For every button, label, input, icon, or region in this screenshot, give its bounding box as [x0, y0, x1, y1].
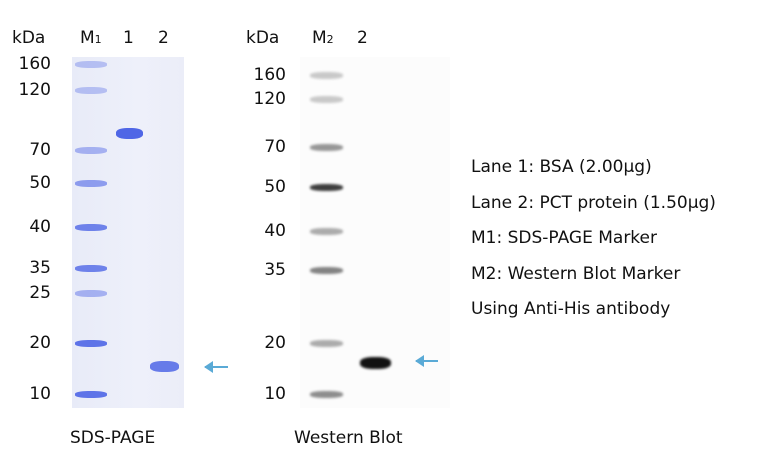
- wb-marker-band: [310, 144, 343, 151]
- sds-marker-band: [75, 391, 107, 398]
- lane-2-band: [150, 361, 179, 372]
- wb-marker-band: [310, 267, 343, 274]
- legend-line: Lane 1: BSA (2.00μg): [471, 157, 652, 177]
- marker-letter: M: [80, 28, 95, 48]
- wb-marker-band: [310, 391, 343, 398]
- sds-marker-band: [75, 61, 107, 68]
- legend: Lane 1: BSA (2.00μg) Lane 2: PCT protein…: [471, 150, 716, 328]
- wb-marker-lane-label: M2: [312, 28, 334, 48]
- wb-marker-band: [310, 228, 343, 235]
- wb-marker-band: [310, 96, 343, 103]
- wb-mw-label: 70: [264, 137, 286, 157]
- sds-mw-label: 70: [29, 140, 51, 160]
- wb-caption: Western Blot: [294, 428, 403, 448]
- sds-mw-label: 25: [29, 283, 51, 303]
- lane-1-band: [116, 128, 143, 139]
- sds-mw-label: 160: [18, 54, 51, 74]
- sds-marker-lane-label: M1: [80, 28, 102, 48]
- wb-mw-label: 40: [264, 221, 286, 241]
- wb-blot-image: [300, 57, 450, 408]
- sds-marker-band: [75, 147, 107, 154]
- marker-letter: M: [312, 28, 327, 48]
- sds-mw-label: 120: [18, 80, 51, 100]
- marker-subscript: 1: [94, 33, 102, 46]
- wb-marker-band: [310, 72, 343, 79]
- wb-lane-2-band: [360, 357, 391, 369]
- wb-arrow-icon: [415, 355, 438, 367]
- legend-line: Using Anti-His antibody: [471, 299, 671, 319]
- wb-mw-label: 35: [264, 260, 286, 280]
- legend-line: M1: SDS-PAGE Marker: [471, 228, 657, 248]
- marker-subscript: 2: [326, 33, 334, 46]
- wb-marker-band: [310, 184, 343, 191]
- sds-gel-image: [72, 57, 184, 408]
- wb-kda-label: kDa: [246, 28, 280, 48]
- legend-line: M2: Western Blot Marker: [471, 263, 681, 284]
- sds-arrow-icon: [204, 361, 228, 373]
- sds-marker-band: [75, 265, 107, 272]
- sds-mw-label: 10: [29, 384, 51, 404]
- wb-lane-2-label: 2: [357, 28, 368, 48]
- sds-marker-band: [75, 290, 107, 297]
- sds-mw-label: 50: [29, 173, 51, 193]
- wb-mw-label: 20: [264, 333, 286, 353]
- wb-marker-band: [310, 340, 343, 347]
- sds-mw-label: 35: [29, 258, 51, 278]
- wb-mw-label: 120: [253, 89, 286, 109]
- wb-mw-label: 50: [264, 177, 286, 197]
- legend-line: Lane 2: PCT protein (1.50μg): [471, 192, 716, 213]
- wb-mw-label: 10: [264, 384, 286, 404]
- sds-marker-band: [75, 340, 107, 347]
- sds-mw-label: 20: [29, 333, 51, 353]
- sds-marker-band: [75, 224, 107, 231]
- sds-lane-2-label: 2: [158, 28, 169, 48]
- wb-mw-label: 160: [253, 65, 286, 85]
- sds-marker-band: [75, 180, 107, 187]
- sds-caption: SDS-PAGE: [70, 428, 156, 448]
- sds-lane-1-label: 1: [123, 28, 134, 48]
- sds-kda-label: kDa: [12, 28, 46, 48]
- sds-mw-label: 40: [29, 217, 51, 237]
- sds-marker-band: [75, 87, 107, 94]
